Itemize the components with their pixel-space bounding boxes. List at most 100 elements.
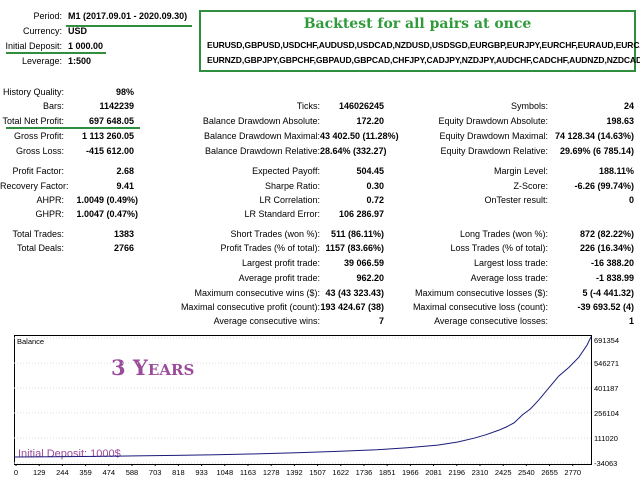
avg-loss-label: Average loss trade: [470,273,548,283]
x-tick-label: 2081 [425,468,442,477]
balance-line [14,336,592,458]
x-tick-label: 1736 [356,468,373,477]
y-tick-label: 691354 [594,336,619,345]
backtest-banner: Backtest for all pairs at once EURUSD,GB… [199,10,640,72]
leverage-label: Leverage: [21,56,62,66]
x-tick-label: 2540 [518,468,535,477]
y-tick-label: 546271 [594,359,619,368]
maximal-cons-profit-label: Maximal consecutive profit (count): [180,302,320,312]
loss-trades-value: 226 (16.34%) [579,243,634,253]
short-trades-value: 511 (86.11%) [330,229,384,239]
x-tick-label: 933 [195,468,208,477]
history-quality-label: History Quality: [2,87,64,97]
ticks-value: 146026245 [338,101,384,111]
largest-profit-value: 39 066.59 [343,258,384,268]
x-tick-label: 588 [126,468,139,477]
x-tick-label: 2196 [448,468,465,477]
x-tick-label: 1163 [240,468,256,477]
x-tick-label: 1048 [216,468,233,477]
ticks-label: Ticks: [296,101,320,111]
sharpe-label: Sharpe Ratio: [264,181,320,191]
x-tick-label: 129 [33,468,46,477]
bal-dd-rel-value: 28.64% (332.27) [320,146,387,156]
avg-cons-wins-label: Average consecutive wins: [213,316,320,326]
bal-dd-rel-label: Balance Drawdown Relative: [204,146,320,156]
profit-factor-value: 2.68 [116,166,134,176]
largest-loss-label: Largest loss trade: [473,258,548,268]
x-tick-label: 1851 [379,468,396,477]
profit-trades-label: Profit Trades (% of total): [220,243,320,253]
maximal-cons-loss-label: Maximal consecutive loss (count): [412,302,548,312]
deposit-value: 1 000.00 [68,41,104,51]
currency-value: USD [68,26,88,36]
max-cons-losses-value: 5 (-4 441.32) [582,288,634,298]
bal-dd-max-label: Balance Drawdown Maximal: [203,131,320,141]
y-tick-label: 401187 [594,384,618,393]
avg-profit-value: 962.20 [356,273,384,283]
y-tick-label: 256104 [594,409,619,418]
x-tick-label: 818 [172,468,185,477]
eq-dd-abs-value: 198.63 [606,116,634,126]
x-tick-label: 1392 [286,468,303,477]
x-axis-ticks: 0 129 244 359 474 588 703 818 933 1048 1163 1278 139… [14,464,581,477]
recovery-factor-value: 9.41 [116,181,134,191]
lr-err-value: 106 286.97 [338,209,384,219]
banner-title: Backtest for all pairs at once [303,16,532,32]
leverage-value: 1:500 [68,56,92,66]
eq-dd-max-label: Equity Drawdown Maximal: [439,131,548,141]
ahpr-label: AHPR: [36,195,64,205]
bal-dd-abs-value: 172.20 [356,116,384,126]
maximal-cons-profit-value: 193 424.67 (38) [320,302,384,312]
history-quality-value: 98% [115,87,134,97]
x-tick-label: 0 [14,468,18,477]
period-underline [66,25,192,27]
bars-value: 1142239 [99,101,134,111]
pairs-line-2: EURNZD,GBPJPY,GBPCHF,GBPAUD,GBPCAD,CHFJP… [207,55,640,65]
deposit-underline [6,52,106,54]
total-deals-label: Total Deals: [16,243,64,253]
gross-loss-label: Gross Loss: [15,146,64,156]
total-deals-value: 2766 [113,243,134,253]
x-tick-label: 1966 [402,468,419,477]
period-value: M1 (2017.09.01 - 2020.09.30) [68,11,188,21]
sharpe-value: 0.30 [366,181,384,191]
eq-dd-rel-label: Equity Drawdown Relative: [440,146,548,156]
gross-profit-label: Gross Profit: [13,131,64,141]
net-profit-label: Total Net Profit: [2,116,64,126]
margin-level-label: Margin Level: [493,166,548,176]
x-tick-label: 2425 [495,468,512,477]
y-tick-label: 111020 [594,434,618,443]
zscore-label: Z-Score: [513,181,548,191]
x-tick-label: 244 [56,468,69,477]
period-label: Period: [33,11,62,21]
ahpr-value: 1.0049 (0.49%) [76,195,138,205]
ontester-label: OnTester result: [484,195,548,205]
eq-dd-max-value: 74 128.34 (14.63%) [554,131,634,141]
profit-factor-label: Profit Factor: [12,166,64,176]
x-tick-label: 703 [149,468,162,477]
x-tick-label: 2310 [472,468,489,477]
long-trades-label: Long Trades (won %): [459,229,548,239]
symbols-label: Symbols: [510,101,548,111]
symbols-value: 24 [623,101,634,111]
max-cons-wins-value: 43 (43 323.43) [325,288,384,298]
avg-profit-label: Average profit trade: [238,273,320,283]
short-trades-label: Short Trades (won %): [230,229,320,239]
total-trades-value: 1383 [113,229,134,239]
x-tick-label: 1278 [263,468,280,477]
net-profit-value: 697 648.05 [88,116,134,126]
initial-deposit-note: Initial Deposit: 1000$ [18,448,121,460]
deposit-label: Initial Deposit: [5,41,62,51]
largest-profit-label: Largest profit trade: [241,258,320,268]
largest-loss-value: -16 388.20 [590,258,634,268]
three-years-overlay: 3 Years [111,355,194,380]
balance-chart: Balance 3 Years Initial Deposit: 1000$ 6… [14,335,619,477]
chart-grid [14,337,591,464]
x-tick-label: 474 [103,468,116,477]
x-tick-label: 1507 [309,468,326,477]
pairs-line-1: EURUSD,GBPUSD,USDCHF,AUDUSD,USDCAD,NZDUS… [207,40,640,50]
zscore-value: -6.26 (99.74%) [574,181,634,191]
y-tick-label: -34063 [594,459,617,468]
bal-dd-abs-label: Balance Drawdown Absolute: [202,116,320,126]
ontester-value: 0 [628,195,634,205]
